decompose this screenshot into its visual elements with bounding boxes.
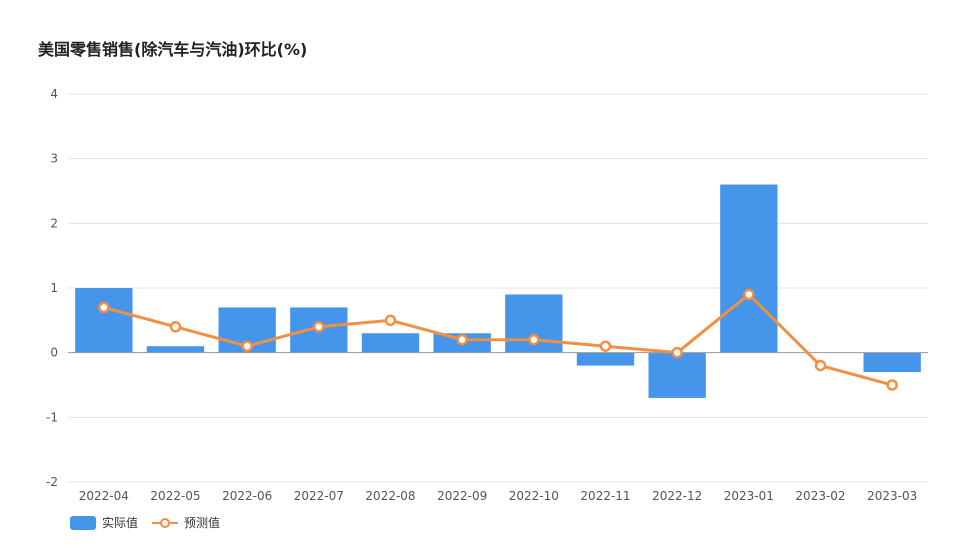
x-tick-label: 2022-09 bbox=[437, 489, 487, 503]
legend: 实际值 预测值 bbox=[70, 514, 234, 531]
legend-item-forecast[interactable]: 预测值 bbox=[152, 514, 220, 531]
bar bbox=[720, 184, 778, 353]
chart-title: 美国零售销售(除汽车与汽油)环比(%) bbox=[38, 40, 308, 59]
x-tick-label: 2023-03 bbox=[867, 489, 917, 503]
legend-item-actual[interactable]: 实际值 bbox=[70, 514, 138, 531]
grid-lines bbox=[68, 93, 928, 483]
y-tick-label: -2 bbox=[46, 475, 58, 489]
bar bbox=[75, 288, 133, 353]
bar-series bbox=[75, 184, 921, 398]
legend-label-actual: 实际值 bbox=[102, 516, 139, 530]
x-tick-label: 2022-06 bbox=[222, 489, 272, 503]
x-tick-label: 2022-12 bbox=[652, 489, 702, 503]
y-tick-label: 4 bbox=[50, 87, 58, 101]
forecast-point bbox=[384, 314, 397, 327]
line-series bbox=[98, 288, 898, 391]
y-tick-label: 3 bbox=[50, 152, 58, 166]
bar bbox=[576, 352, 635, 366]
forecast-line bbox=[103, 292, 893, 387]
bar bbox=[361, 333, 420, 353]
x-tick-label: 2023-01 bbox=[724, 489, 774, 503]
forecast-point bbox=[528, 333, 540, 346]
y-tick-label: 1 bbox=[50, 281, 58, 295]
y-axis-ticks: -2 -1 0 1 2 3 4 bbox=[46, 87, 58, 489]
x-tick-label: 2022-04 bbox=[79, 489, 129, 503]
forecast-point bbox=[241, 340, 253, 352]
y-tick-label: 2 bbox=[50, 216, 58, 230]
forecast-point bbox=[169, 321, 182, 333]
x-tick-label: 2023-02 bbox=[795, 489, 845, 503]
y-tick-label: -1 bbox=[46, 410, 58, 424]
forecast-point bbox=[456, 333, 468, 346]
x-tick-label: 2022-07 bbox=[294, 489, 344, 503]
bar bbox=[863, 352, 921, 373]
legend-line-swatch bbox=[152, 516, 179, 530]
x-tick-label: 2022-05 bbox=[150, 489, 200, 503]
forecast-point bbox=[313, 321, 325, 333]
forecast-point bbox=[98, 301, 110, 314]
x-tick-label: 2022-11 bbox=[580, 489, 630, 503]
forecast-point bbox=[886, 379, 898, 391]
x-tick-label: 2022-08 bbox=[365, 489, 415, 503]
y-tick-label: 0 bbox=[50, 346, 58, 360]
bar bbox=[146, 346, 205, 353]
bar bbox=[648, 352, 706, 398]
forecast-point bbox=[743, 288, 755, 301]
forecast-point bbox=[599, 340, 612, 352]
x-tick-label: 2022-10 bbox=[509, 489, 559, 503]
legend-label-forecast: 预测值 bbox=[184, 516, 221, 530]
forecast-point bbox=[671, 346, 683, 359]
legend-bar-swatch bbox=[70, 515, 96, 530]
x-axis-ticks: 2022-04 2022-05 2022-06 2022-07 2022-08 2022-… bbox=[79, 489, 917, 503]
forecast-point bbox=[814, 359, 827, 372]
